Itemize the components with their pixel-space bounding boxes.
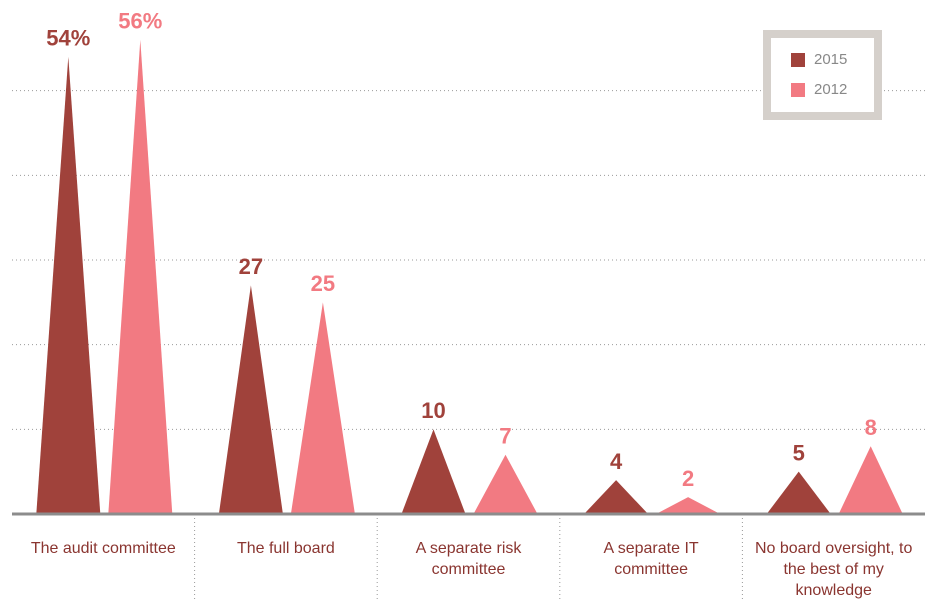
data-label: 4	[610, 449, 623, 474]
x-tick-label: A separate risk committee	[415, 540, 522, 578]
data-label: 8	[865, 415, 877, 440]
x-tick-label: No board oversight, to the best of my kn…	[754, 540, 913, 599]
bar	[838, 446, 903, 514]
bar	[656, 497, 721, 514]
bar	[218, 285, 283, 514]
legend-label: 2015	[814, 51, 847, 68]
data-label: 25	[311, 271, 335, 296]
x-tick-label: The audit committee	[30, 540, 176, 557]
data-label: 7	[499, 424, 511, 449]
legend-label: 2012	[814, 81, 847, 98]
data-label: 5	[793, 440, 805, 465]
data-label: 54%	[46, 26, 90, 51]
bar	[290, 302, 355, 514]
legend-swatch	[791, 83, 805, 97]
bar	[401, 429, 466, 514]
data-label: 2	[682, 466, 694, 491]
bar	[473, 454, 538, 514]
bar	[36, 56, 101, 515]
data-label: 10	[421, 398, 445, 423]
legend-box	[763, 30, 882, 120]
legend-swatch	[791, 53, 805, 67]
bar	[108, 39, 173, 514]
x-tick-label: The full board	[236, 540, 335, 557]
data-label: 27	[239, 254, 263, 279]
x-tick-label: A separate IT committee	[603, 540, 699, 578]
bar	[766, 471, 831, 514]
data-label: 56%	[118, 9, 162, 34]
bar	[584, 480, 649, 514]
